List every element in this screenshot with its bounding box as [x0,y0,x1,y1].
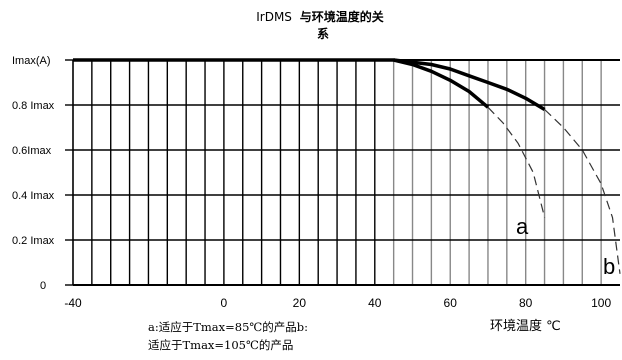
series-line-b-solid [393,58,546,112]
x-tick-labels: -40 0 20 40 60 80 100 [64,296,611,310]
x-tick-label: -40 [64,296,82,310]
y-tick-label: Imax(A) [12,55,51,67]
series-line-a-dashed [487,106,546,218]
series-line-b-dashed [544,109,621,274]
y-tick-label: 0.6Imax [12,145,52,157]
y-tick-label: 0.8 Imax [12,100,55,112]
grid [73,60,620,285]
series-label-b: b [603,254,615,279]
note-line-1: a:适应于Tmax=85℃的产品b: [148,320,308,334]
x-tick-label: 20 [293,296,307,310]
x-tick-label: 60 [444,296,458,310]
y-tick-label: 0 [40,280,46,292]
y-tick-label: 0.2 Imax [12,235,55,247]
y-tick-label: 0.4 Imax [12,190,55,202]
x-tick-label: 40 [368,296,382,310]
x-tick-label: 80 [519,296,533,310]
series-lines [73,58,621,274]
chart-title-prefix: IrDMS [256,10,292,24]
x-tick-label: 0 [221,296,228,310]
note-line-2: 适应于Tmax=105℃的产品 [148,338,293,352]
chart-title-main: 与环境温度的关 [300,9,384,24]
x-tick-label: 100 [591,296,611,310]
x-axis-label: 环境温度 ℃ [490,318,561,334]
chart-title-line-2: 系 [317,26,329,41]
y-tick-labels: 0 0.2 Imax 0.4 Imax 0.6Imax 0.8 Imax Imax(A) [12,55,55,292]
chart-title-line-1: IrDMS 与环境温度的关 [256,9,384,24]
series-label-a: a [516,214,529,239]
